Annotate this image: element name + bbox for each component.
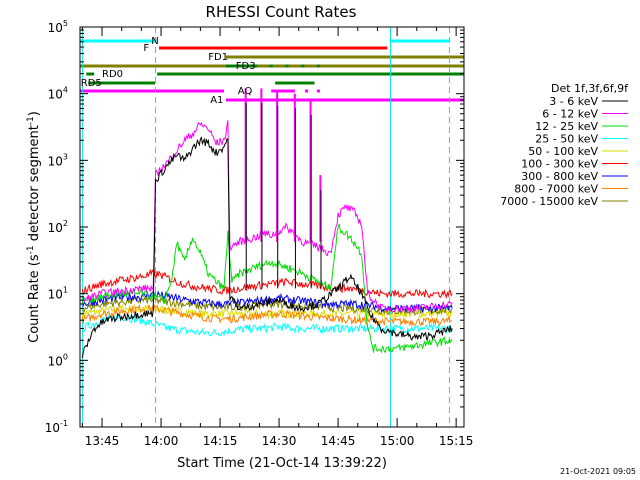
- legend-label: 800 - 7000 keV: [514, 183, 598, 196]
- attenuator-lines: [81, 27, 450, 427]
- flag-label: FD3: [236, 61, 256, 72]
- flag-label: RD0: [102, 69, 123, 80]
- y-tick-label: 101: [48, 286, 68, 302]
- series-line: [81, 136, 453, 359]
- y-tick-label: 104: [48, 86, 68, 102]
- chart-title: RHESSI Count Rates: [206, 3, 357, 21]
- legend-label: 7000 - 15000 keV: [500, 195, 598, 208]
- legend-label: 50 - 100 keV: [528, 145, 598, 158]
- flag-dot: [316, 89, 320, 93]
- y-axis: 10-1 100 101 102 103 104 105: [45, 19, 464, 435]
- flag-label: A1: [210, 95, 223, 106]
- flag-label: F: [143, 43, 149, 54]
- x-tick-label: 14:15: [203, 434, 238, 448]
- series-line: [82, 120, 453, 314]
- series-lines: [81, 88, 453, 359]
- y-tick-label: 103: [48, 152, 68, 168]
- legend-label: 300 - 800 keV: [521, 170, 598, 183]
- y-tick-label: 105: [48, 19, 68, 35]
- flag-label: FD1: [208, 52, 228, 63]
- footer-timestamp: 21-Oct-2021 09:05: [560, 467, 636, 476]
- x-axis: 13:45 14:00 14:15 14:30 14:45 15:00 15:15: [81, 27, 474, 448]
- legend-label: 12 - 25 keV: [535, 120, 598, 133]
- flag-dot: [316, 64, 320, 68]
- x-tick-label: 14:00: [144, 434, 179, 448]
- y-axis-label: Count Rate (s-1 detector segment-1): [26, 111, 42, 343]
- series-line: [81, 313, 453, 337]
- y-tick-label: 10-1: [45, 419, 68, 435]
- x-tick-label: 15:00: [380, 434, 415, 448]
- legend-label: 100 - 300 keV: [521, 158, 598, 171]
- flag-dot: [269, 64, 273, 68]
- plot-frame: [79, 26, 465, 428]
- x-tick-label: 14:45: [321, 434, 356, 448]
- legend-label: 3 - 6 keV: [549, 95, 598, 108]
- flag-dot: [301, 64, 305, 68]
- series-line: [81, 303, 453, 328]
- x-tick-label: 14:30: [262, 434, 297, 448]
- flag-label: N: [151, 36, 158, 47]
- legend-label: 6 - 12 keV: [542, 108, 598, 121]
- flag-bars: [80, 39, 464, 102]
- y-tick-label: 102: [48, 219, 68, 235]
- x-axis-label: Start Time (21-Oct-14 13:39:22): [177, 456, 387, 471]
- x-tick-label: 15:15: [439, 434, 474, 448]
- series-line: [81, 268, 453, 300]
- legend-title: Det 1f,3f,6f,9f: [551, 82, 629, 95]
- x-tick-label: 13:45: [85, 434, 120, 448]
- flag-label: RD5: [81, 78, 102, 89]
- flag-label: AQ: [238, 86, 253, 97]
- legend-label: 25 - 50 keV: [535, 133, 598, 146]
- y-tick-label: 100: [48, 352, 68, 368]
- flag-dot: [285, 64, 289, 68]
- series-line: [81, 223, 453, 354]
- flag-dot: [305, 89, 309, 93]
